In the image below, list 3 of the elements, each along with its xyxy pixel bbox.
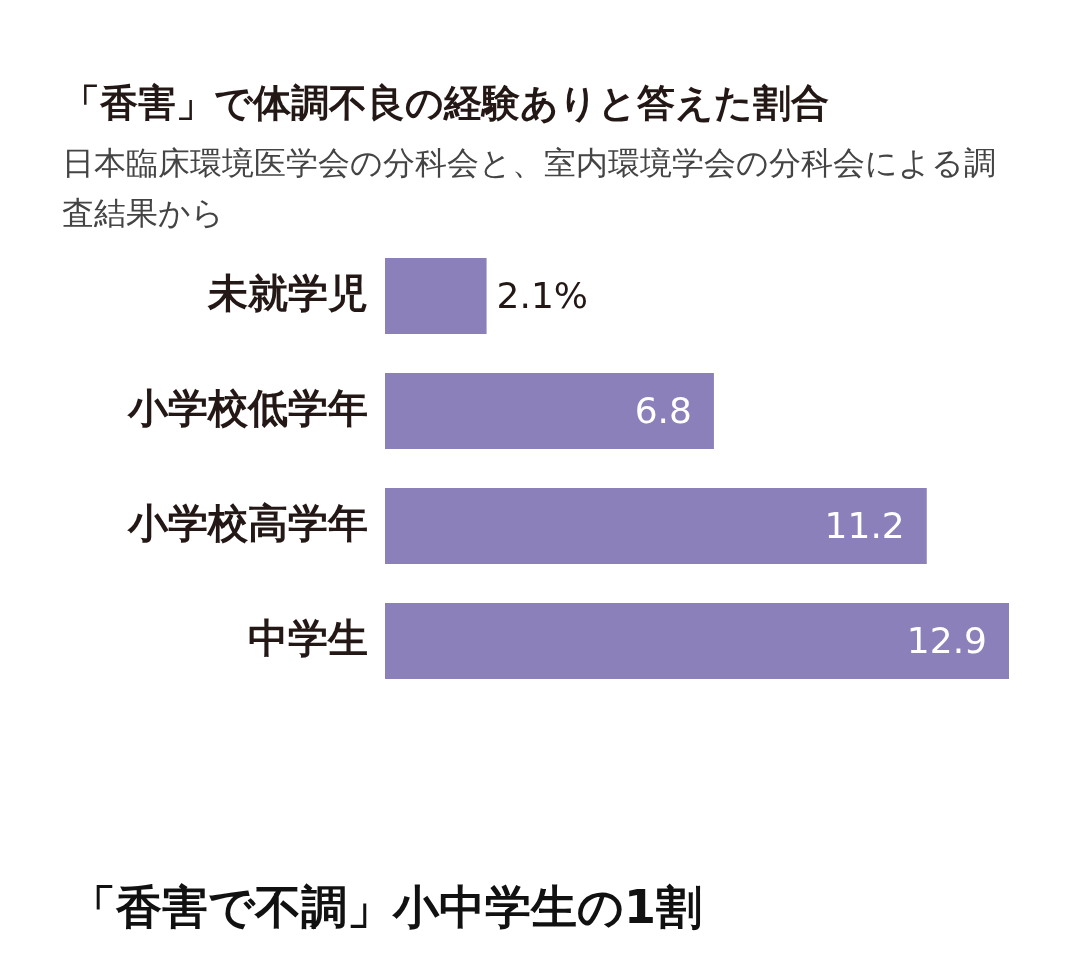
subtitle: 日本臨床環境医学会の分科会と、室内環境学会の分科会による調 [62, 144, 996, 182]
subtitle: 査結果から [62, 194, 224, 232]
title: 「香害」で体調不良の経験ありと答えた割合 [62, 80, 829, 125]
